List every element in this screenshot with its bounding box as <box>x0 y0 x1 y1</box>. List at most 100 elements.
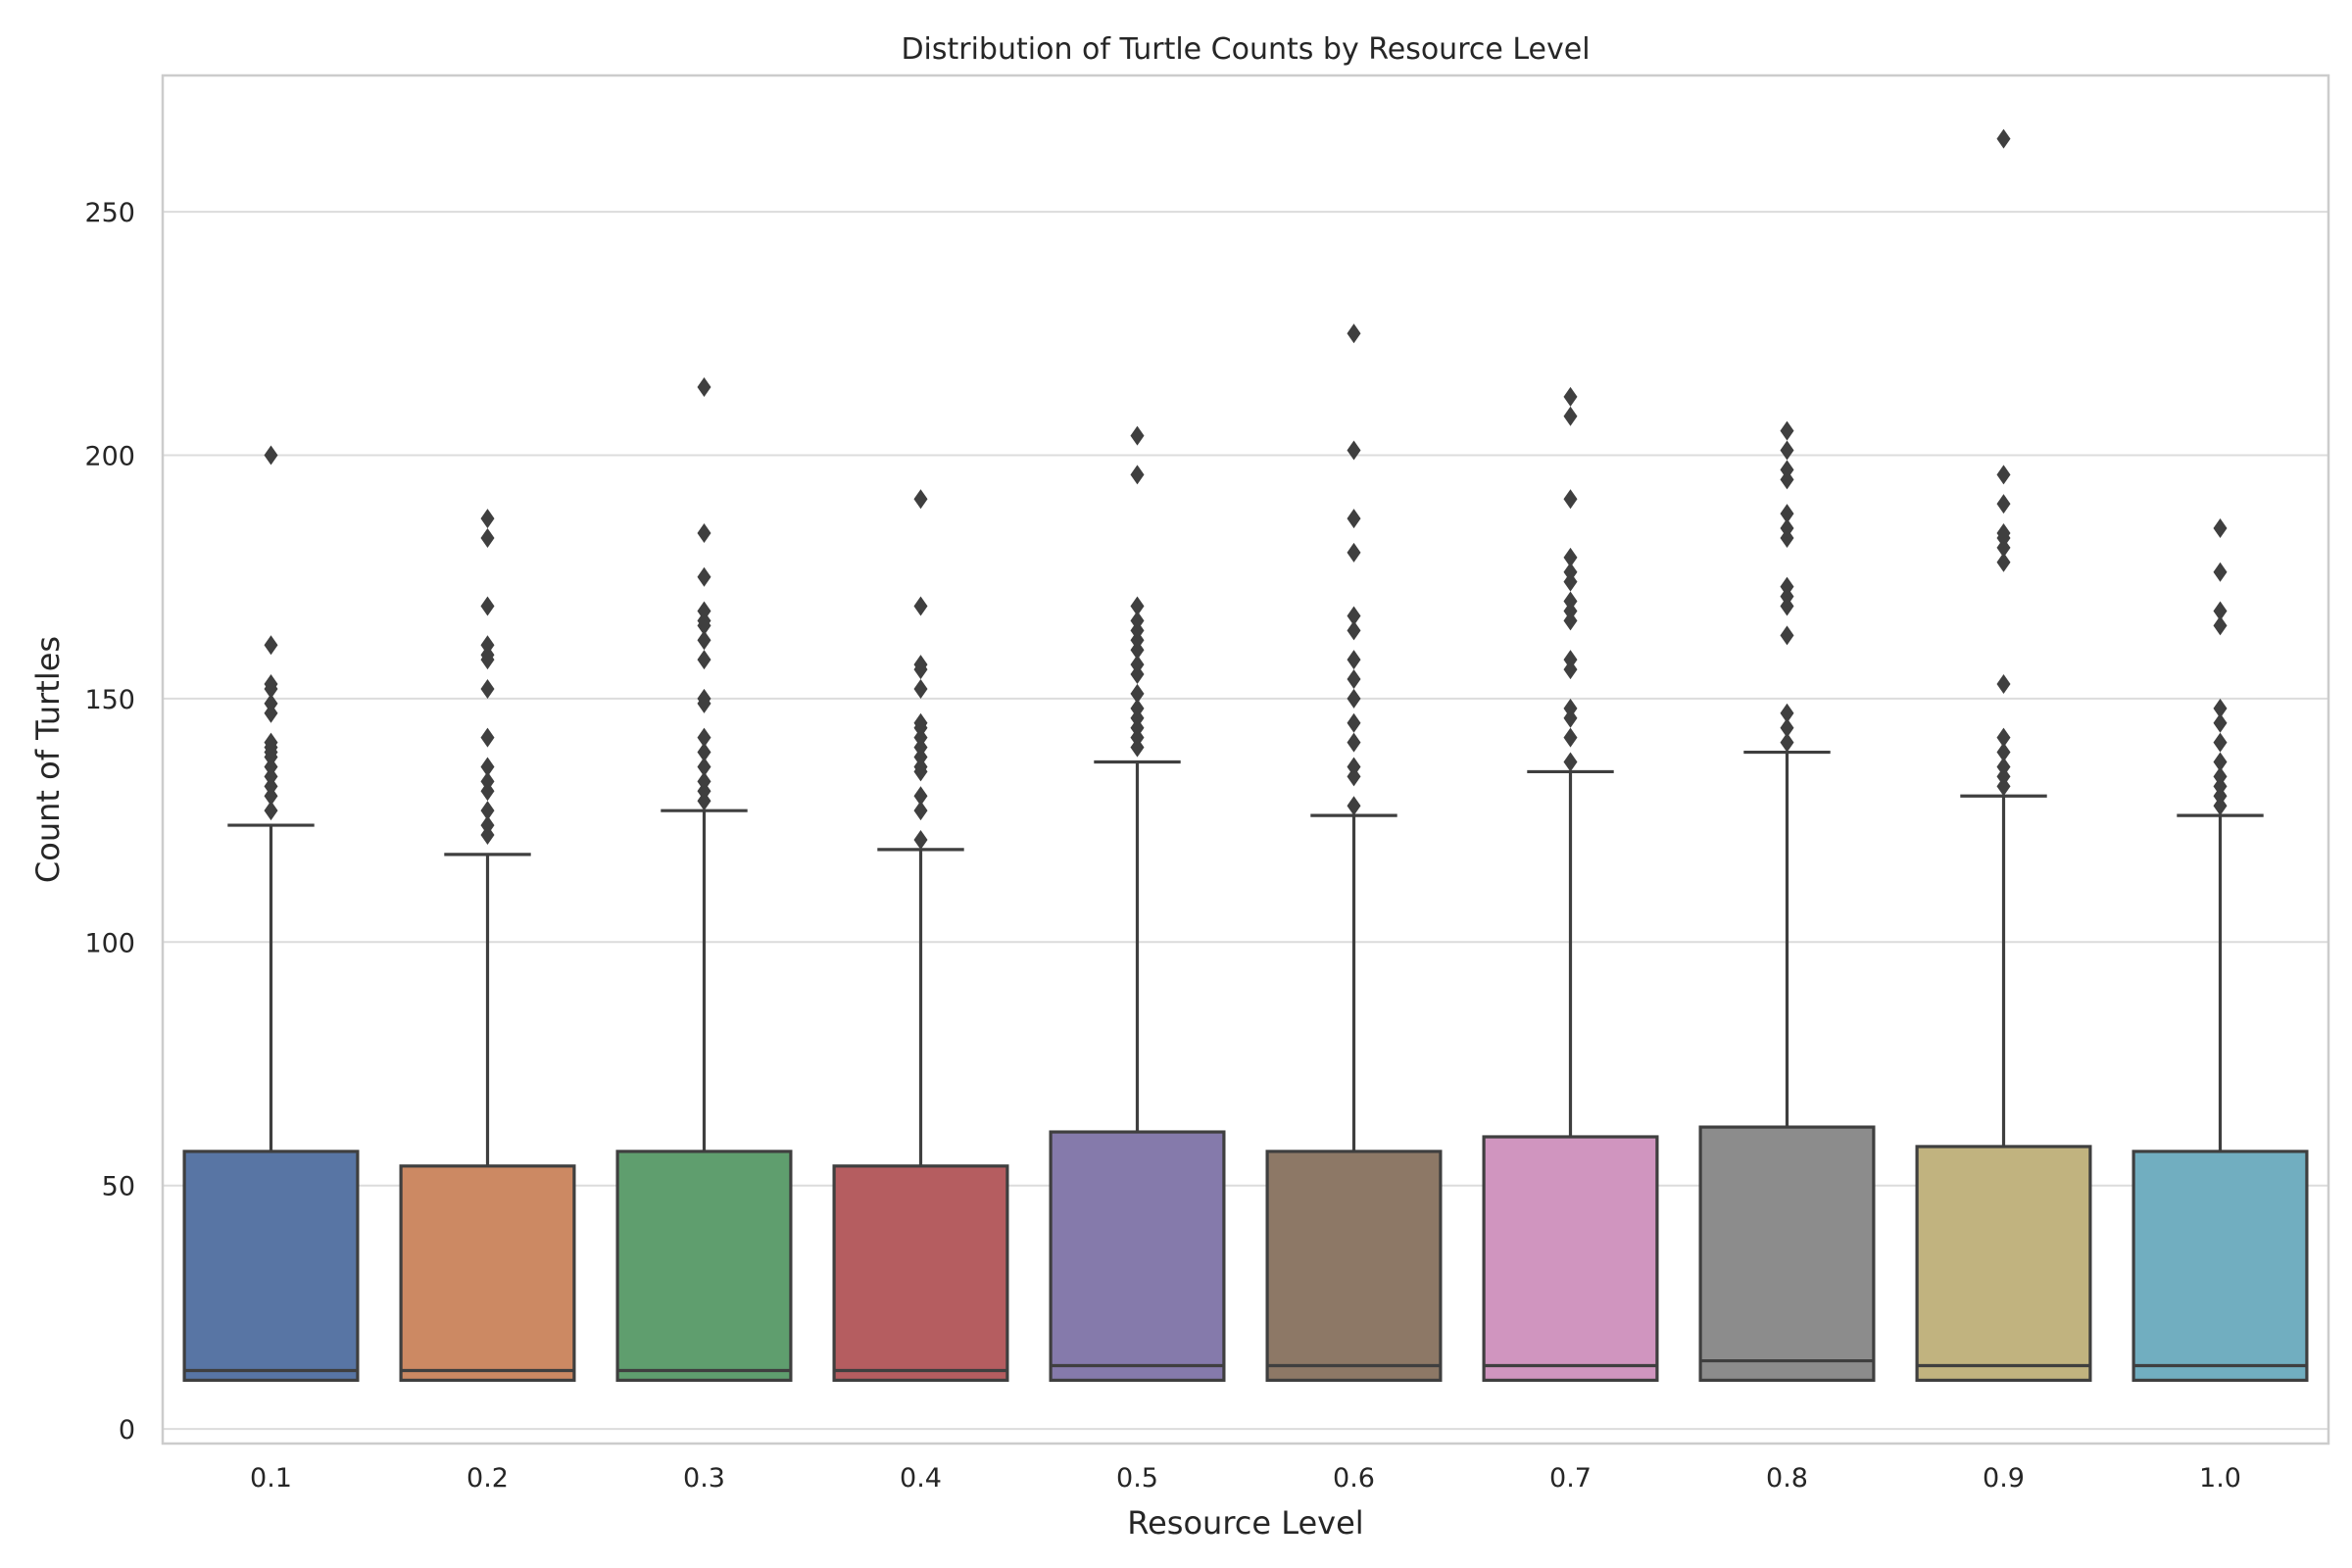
x-tick-label-0-1: 0.1 <box>250 1463 292 1494</box>
outlier-point-0-8-2 <box>1780 703 1794 723</box>
outlier-point-0-6-7 <box>1347 650 1361 670</box>
x-tick-label-0-9: 0.9 <box>1983 1463 2025 1494</box>
box-group-0-5 <box>1049 425 1226 1383</box>
outlier-point-0-5-4 <box>1130 698 1145 718</box>
box-group-0-8 <box>1698 420 1876 1383</box>
x-tick-label-0-3: 0.3 <box>683 1463 725 1494</box>
outlier-point-1-0-7 <box>2213 698 2228 718</box>
outlier-point-0-5-13 <box>1130 465 1145 485</box>
outlier-point-0-6-5 <box>1347 688 1361 709</box>
outlier-point-0-2-1 <box>480 815 495 836</box>
outlier-point-0-1-8 <box>264 732 278 753</box>
box-0-8 <box>1698 1125 1876 1383</box>
box-group-0-2 <box>399 509 576 1383</box>
x-tick-label-0-5: 0.5 <box>1116 1463 1158 1494</box>
x-tick-label-0-2: 0.2 <box>466 1463 509 1494</box>
box-0-4 <box>832 1164 1009 1383</box>
x-tick-labels: 0.1 0.2 0.3 0.4 0.5 0.6 0.7 0.8 0.9 1.0 <box>250 1463 2241 1494</box>
outlier-point-0-7-8 <box>1563 591 1578 612</box>
outlier-point-0-9-5 <box>1996 673 2011 694</box>
box-0-7 <box>1482 1135 1659 1383</box>
box-group-1-0 <box>2132 518 2309 1383</box>
outlier-point-0-5-14 <box>1130 425 1145 446</box>
outlier-point-1-0-5 <box>2213 732 2228 753</box>
outlier-point-0-4-10 <box>913 678 928 699</box>
y-tick-label-200: 200 <box>84 442 135 472</box>
box-group-0-7 <box>1482 386 1659 1383</box>
outlier-point-0-6-8 <box>1347 620 1361 641</box>
x-axis-label: Resource Level <box>1127 1504 1363 1542</box>
y-tick-label-150: 150 <box>84 685 135 715</box>
box-group-0-6 <box>1265 323 1443 1383</box>
box-0-5 <box>1049 1130 1226 1383</box>
outlier-point-0-6-4 <box>1347 712 1361 733</box>
outlier-point-0-4-9 <box>913 712 928 733</box>
outlier-point-0-7-10 <box>1563 562 1578 582</box>
y-tick-label-250: 250 <box>84 198 135 228</box>
outlier-point-0-9-6 <box>1996 552 2011 572</box>
outlier-point-0-1-13 <box>264 635 278 656</box>
outlier-point-0-3-2 <box>697 771 711 792</box>
outlier-point-0-2-13 <box>480 509 495 529</box>
outlier-point-0-9-10 <box>1996 494 2011 514</box>
outlier-point-1-0-3 <box>2213 766 2228 787</box>
outlier-point-0-6-13 <box>1347 323 1361 344</box>
outlier-point-0-8-8 <box>1780 518 1794 539</box>
outlier-point-0-6-12 <box>1347 440 1361 461</box>
outlier-point-0-2-12 <box>480 527 495 548</box>
outlier-point-0-9-4 <box>1996 727 2011 748</box>
outlier-point-0-4-13 <box>913 596 928 616</box>
y-tick-label-100: 100 <box>84 928 135 958</box>
outlier-point-0-6-11 <box>1347 509 1361 529</box>
outlier-point-0-3-8 <box>697 650 711 670</box>
outlier-point-0-5-11 <box>1130 611 1145 631</box>
y-tick-labels: 0 50 100 150 200 250 <box>84 198 135 1446</box>
box-1-0 <box>2132 1150 2309 1383</box>
outlier-point-0-8-0 <box>1780 732 1794 753</box>
outlier-point-0-8-3 <box>1780 625 1794 646</box>
box-0-9 <box>1915 1145 2092 1383</box>
outlier-point-0-1-10 <box>264 693 278 713</box>
outlier-point-0-6-10 <box>1347 542 1361 563</box>
outlier-point-0-2-4 <box>480 771 495 792</box>
outlier-point-0-3-14 <box>697 522 711 543</box>
box-0-6 <box>1265 1150 1443 1383</box>
outlier-point-0-7-3 <box>1563 698 1578 718</box>
outlier-point-0-6-9 <box>1347 606 1361 626</box>
outlier-point-0-8-6 <box>1780 576 1794 597</box>
outlier-point-0-3-3 <box>697 757 711 777</box>
chart-title: Distribution of Turtle Counts by Resourc… <box>901 32 1590 67</box>
outlier-point-1-0-9 <box>2213 601 2228 621</box>
x-tick-label-1-0: 1.0 <box>2199 1463 2241 1494</box>
outlier-point-1-0-11 <box>2213 518 2228 539</box>
outlier-point-0-7-13 <box>1563 406 1578 426</box>
x-tick-label-0-4: 0.4 <box>900 1463 942 1494</box>
box-0-1 <box>182 1150 360 1383</box>
outlier-point-0-8-1 <box>1780 717 1794 738</box>
outlier-point-0-7-0 <box>1563 752 1578 772</box>
outlier-point-0-1-14 <box>264 445 278 466</box>
outlier-point-0-4-1 <box>913 801 928 821</box>
outlier-point-0-5-12 <box>1130 596 1145 616</box>
box-0-2 <box>399 1164 576 1383</box>
outlier-point-0-8-11 <box>1780 460 1794 480</box>
y-axis-label: Count of Turtles <box>29 636 67 883</box>
outlier-point-0-2-6 <box>480 727 495 748</box>
outlier-point-1-0-10 <box>2213 562 2228 582</box>
outlier-point-0-4-12 <box>913 655 928 675</box>
outlier-point-0-2-10 <box>480 635 495 656</box>
outlier-point-0-6-0 <box>1347 796 1361 816</box>
outlier-point-0-2-5 <box>480 757 495 777</box>
x-tick-label-0-6: 0.6 <box>1333 1463 1375 1494</box>
x-tick-label-0-7: 0.7 <box>1549 1463 1592 1494</box>
outlier-point-0-5-7 <box>1130 655 1145 675</box>
outlier-point-0-9-2 <box>1996 757 2011 777</box>
outlier-point-0-7-5 <box>1563 650 1578 670</box>
outlier-point-0-8-13 <box>1780 420 1794 441</box>
plot-area-frame <box>161 74 2330 1446</box>
outlier-point-0-1-12 <box>264 673 278 694</box>
outlier-point-0-4-2 <box>913 786 928 807</box>
outlier-point-0-9-3 <box>1996 742 2011 762</box>
box-layer <box>182 128 2309 1383</box>
outlier-point-0-3-5 <box>697 727 711 748</box>
